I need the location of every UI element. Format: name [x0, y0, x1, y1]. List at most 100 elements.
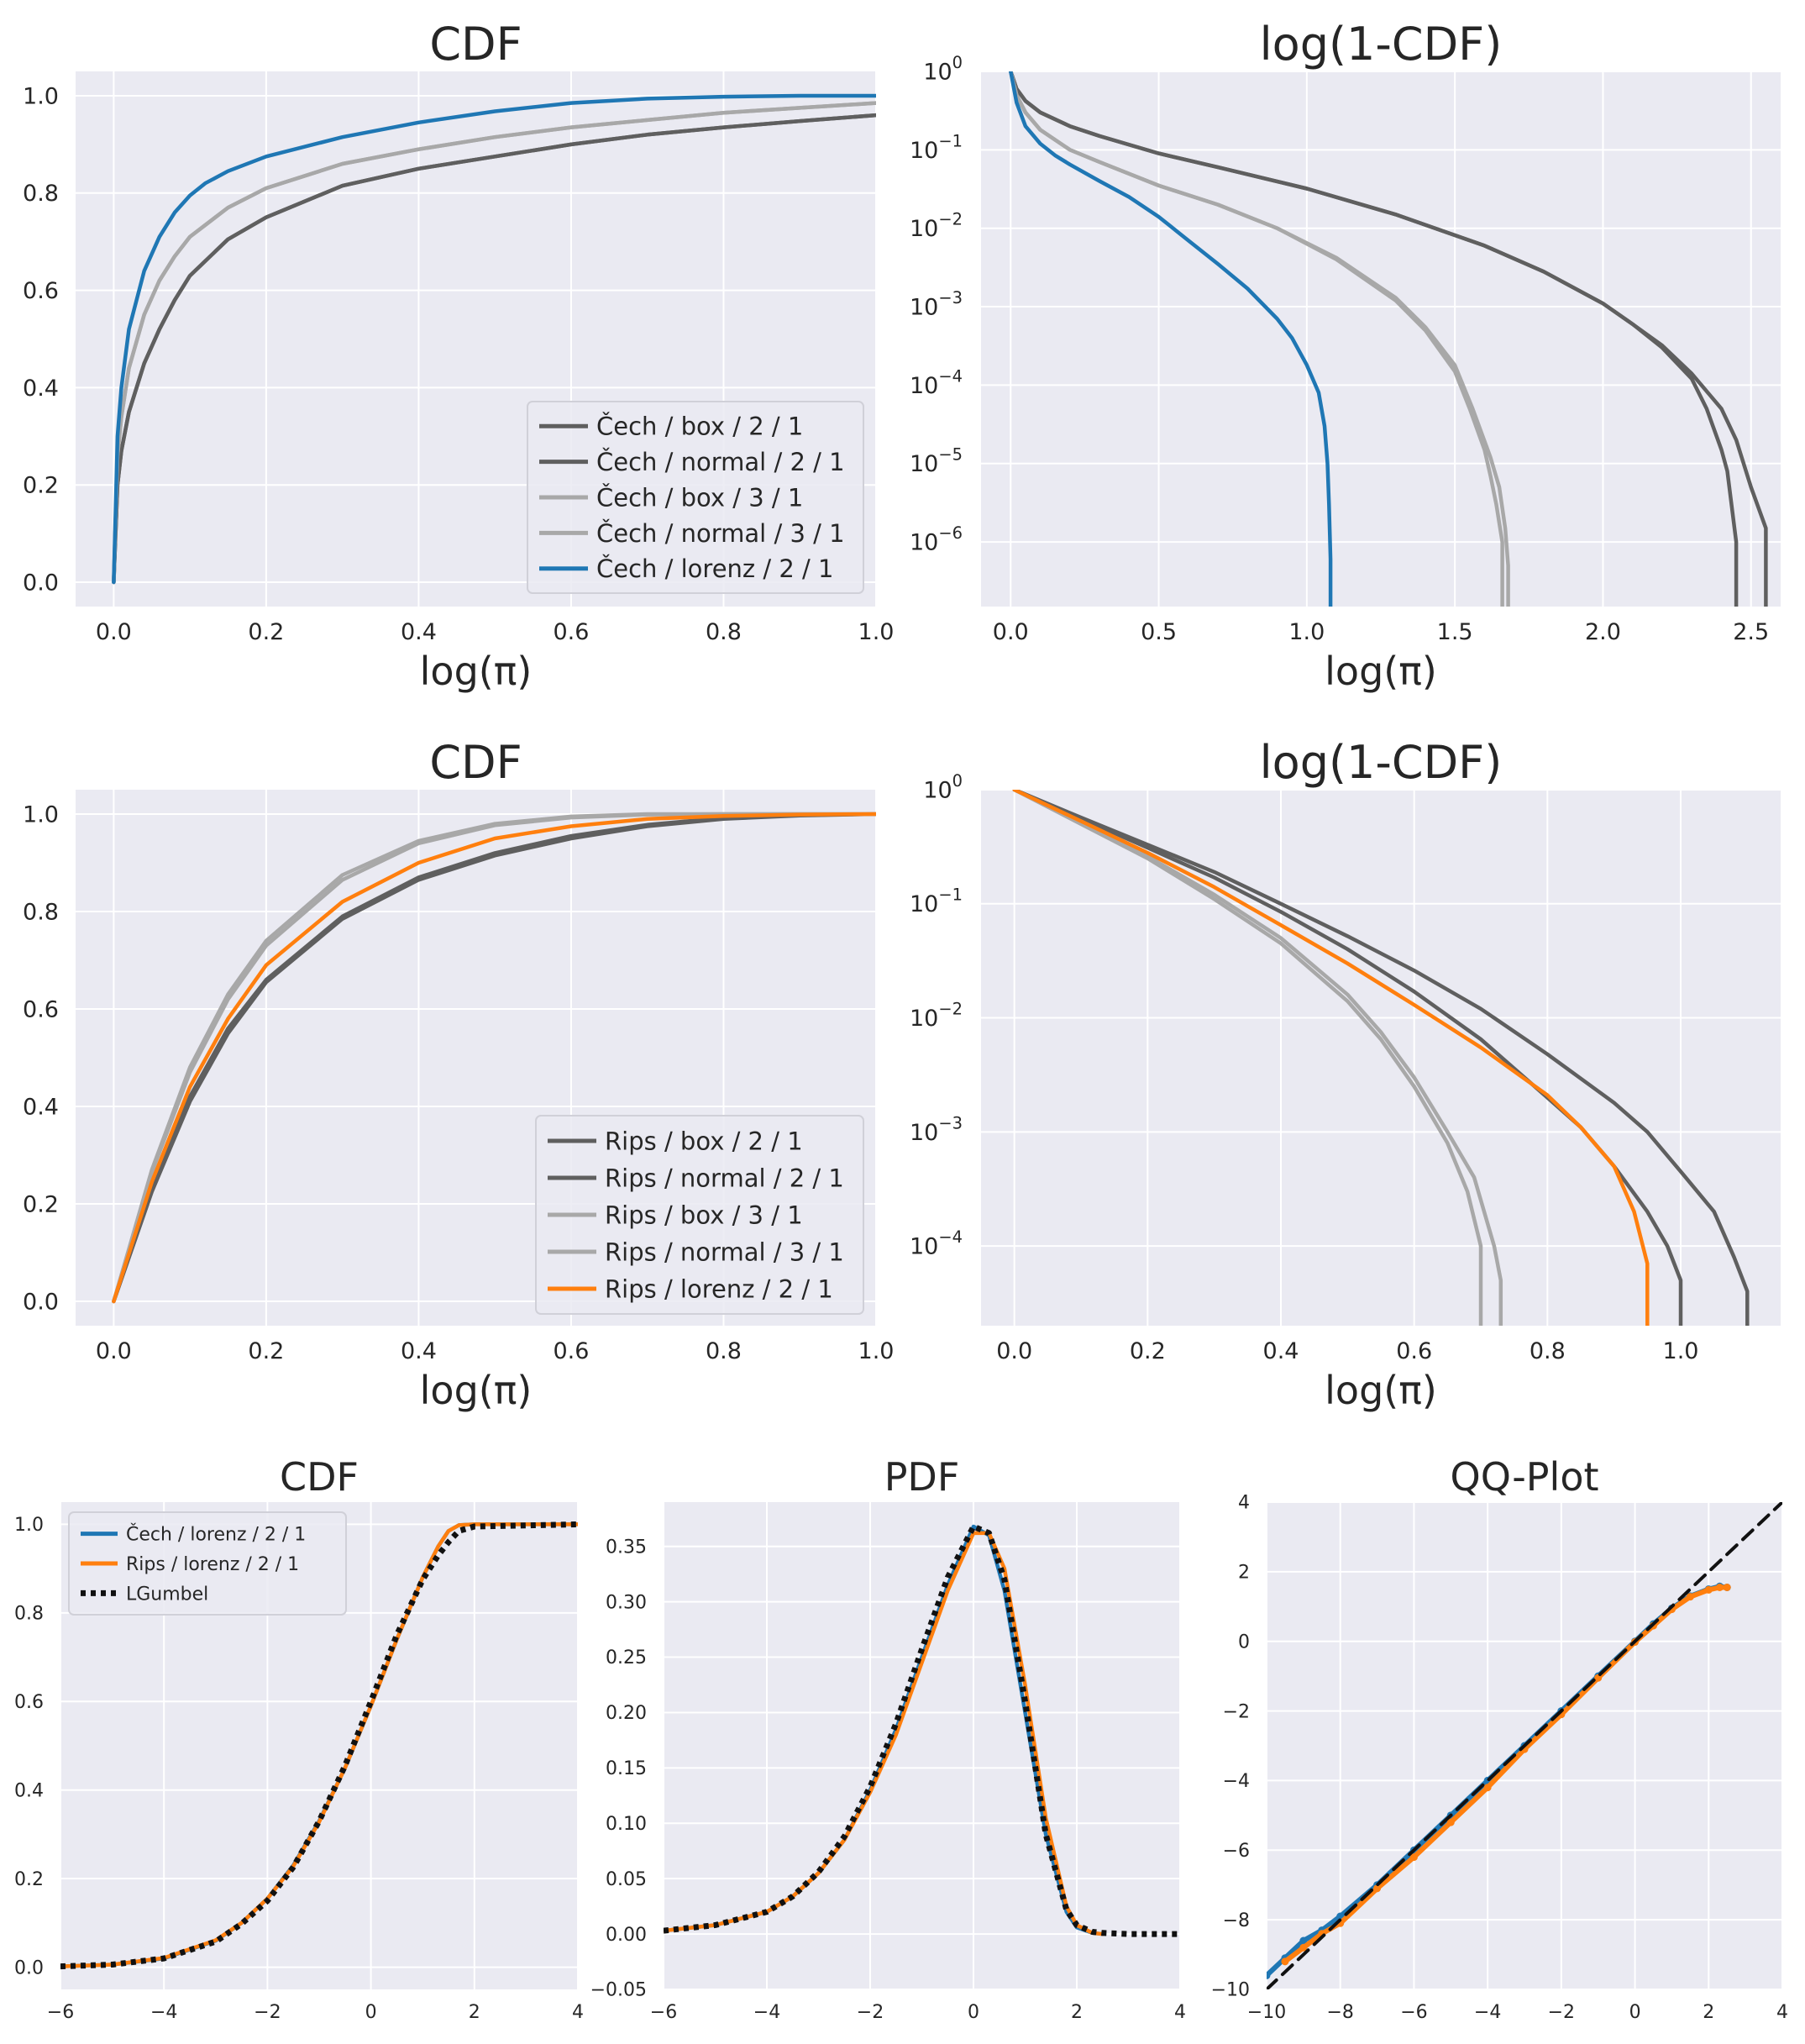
x-tick-label: 0.2 — [1130, 1338, 1166, 1364]
x-tick-label: 0.0 — [96, 619, 132, 645]
x-tick-label: 4 — [1776, 2002, 1788, 2023]
legend-label: Čech / box / 2 / 1 — [596, 412, 803, 441]
plot-area — [981, 790, 1781, 1326]
x-tick-label: −2 — [857, 2002, 884, 2023]
y-tick-label: −2 — [1223, 1701, 1250, 1722]
x-tick-label: 4 — [572, 2002, 584, 2023]
plot-area — [664, 1502, 1180, 1989]
series-layer — [1012, 790, 1750, 1326]
x-tick-label: 0.5 — [1141, 619, 1177, 645]
y-tick-label: 0.0 — [23, 1289, 59, 1315]
y-tick-label: 0.35 — [606, 1537, 647, 1558]
panel-cech-log-survival: 0.0 0.5 1.0 1.5 2.0 2.5 100 10−1 10−2 10−3 10−4 10−… — [910, 18, 1781, 694]
legend-label: Rips / box / 3 / 1 — [605, 1201, 803, 1229]
y-tick-label: 4 — [1238, 1493, 1250, 1514]
chart-title: log(1-CDF) — [1260, 736, 1503, 789]
legend: Čech / lorenz / 2 / 1 Rips / lorenz / 2 /… — [68, 1511, 347, 1616]
series-line-2 — [1009, 71, 1768, 607]
x-tick-label: 0.6 — [1396, 1338, 1432, 1364]
x-tick-label: −10 — [1247, 2002, 1286, 2023]
panel-rips-log-survival: 0.0 0.2 0.4 0.6 0.8 1.0 100 10−1 10−2 10−3 10−4 log… — [910, 736, 1781, 1413]
x-tick-label: −6 — [1400, 2002, 1427, 2023]
x-tick-label: 0.8 — [1530, 1338, 1566, 1364]
x-tick-label: −8 — [1326, 2002, 1353, 2023]
panel-qq-plot: −10 −8 −6 −4 −2 0 2 4 −10 −8 −6 −4 −2 0 2 4 QQ-Plot — [1211, 1454, 1788, 2023]
y-tick-label: 0.05 — [606, 1869, 647, 1890]
y-tick-label: 100 — [923, 771, 963, 804]
x-tick-label: 0.6 — [553, 619, 589, 645]
legend-label: LGumbel — [126, 1584, 208, 1605]
series-line-5 — [1012, 790, 1650, 1326]
series-line-2 — [112, 113, 876, 585]
y-tick-label: −8 — [1223, 1910, 1250, 1931]
x-tick-label: 2.5 — [1733, 619, 1769, 645]
legend-label: Čech / box / 3 / 1 — [596, 483, 803, 512]
chart-title: CDF — [429, 18, 522, 71]
series-layer — [112, 93, 876, 585]
series-line-2 — [1012, 790, 1750, 1326]
series-line-5 — [112, 93, 876, 585]
legend-label: Rips / normal / 3 / 1 — [605, 1237, 844, 1266]
series-line-4 — [112, 101, 876, 585]
y-tick-label: 10−1 — [910, 885, 963, 918]
y-tick-label: 0.20 — [606, 1703, 647, 1724]
chart-title: QQ-Plot — [1451, 1454, 1599, 1500]
legend-label: Rips / lorenz / 2 / 1 — [605, 1274, 833, 1303]
y-tick-label: 0.4 — [23, 376, 59, 402]
y-tick-label: 0.4 — [23, 1094, 59, 1120]
panel-rips-cdf: 0.0 0.2 0.4 0.6 0.8 1.0 0.0 0.2 0.4 0.6 0.8 1.0 CDF l… — [23, 736, 894, 1413]
chart-title: CDF — [429, 736, 522, 789]
x-tick-label: 2.0 — [1585, 619, 1621, 645]
legend-frame — [68, 1511, 347, 1616]
y-tick-label: 0.0 — [23, 570, 59, 596]
y-tick-label: 100 — [923, 53, 963, 86]
series-line-2 — [112, 812, 876, 1304]
x-tick-label: 0.0 — [993, 619, 1029, 645]
x-tick-label: −2 — [1548, 2002, 1575, 2023]
y-tick-label: 1.0 — [14, 1515, 44, 1536]
y-tick-label: 10−4 — [910, 1227, 963, 1260]
series-line-5 — [112, 812, 876, 1304]
legend: Rips / box / 2 / 1 Rips / normal / 2 / 1 R… — [535, 1115, 864, 1315]
series-line-4 — [1009, 71, 1510, 607]
legend-label: Čech / lorenz / 2 / 1 — [596, 554, 833, 583]
y-tick-label: −6 — [1223, 1841, 1250, 1862]
legend-frame — [527, 401, 864, 594]
x-tick-label: −2 — [254, 2002, 281, 2023]
y-tick-label: −0.05 — [590, 1980, 647, 2001]
y-tick-label: 0.6 — [23, 996, 59, 1022]
x-axis-label: log(π) — [1325, 649, 1437, 694]
series-line-3 — [1267, 1502, 1782, 1989]
y-tick-label: 0.15 — [606, 1758, 647, 1779]
y-tick-label: 0 — [1238, 1632, 1250, 1653]
legend-label: Čech / normal / 2 / 1 — [596, 448, 845, 476]
y-tick-label: 0.10 — [606, 1814, 647, 1835]
legend: Čech / box / 2 / 1 Čech / normal / 2 / 1 Č… — [527, 401, 864, 594]
x-tick-label: 1.0 — [1288, 619, 1325, 645]
y-tick-label: 0.4 — [14, 1780, 44, 1801]
x-axis-label: log(π) — [420, 1368, 533, 1413]
y-tick-label: 10−3 — [910, 288, 963, 321]
chart-title: log(1-CDF) — [1260, 18, 1503, 71]
y-tick-label: 10−4 — [910, 366, 963, 399]
x-tick-label: −6 — [47, 2002, 74, 2023]
panel-fit-pdf: −6 −4 −2 0 2 4 −0.05 0.00 0.05 0.10 0.15 0.20 0.25 0.… — [590, 1454, 1186, 2023]
y-tick-label: −10 — [1211, 1980, 1250, 2001]
panel-fit-cdf: −6 −4 −2 0 2 4 0.0 0.2 0.4 0.6 0.8 1.0 CDF Čech / lor… — [14, 1454, 584, 2023]
x-tick-label: 0 — [968, 2002, 979, 2023]
series-layer — [664, 1523, 1180, 1937]
legend-label: Čech / normal / 3 / 1 — [596, 519, 845, 548]
y-tick-label: 10−6 — [910, 523, 963, 556]
y-tick-label: 0.30 — [606, 1592, 647, 1613]
series-layer — [1267, 1502, 1782, 1989]
legend-label: Rips / box / 2 / 1 — [605, 1127, 803, 1155]
x-tick-label: −4 — [1474, 2002, 1501, 2023]
x-tick-label: 0.2 — [248, 619, 284, 645]
legend-label: Rips / normal / 2 / 1 — [605, 1164, 844, 1192]
x-tick-label: 0.4 — [401, 1338, 437, 1364]
y-tick-label: 10−5 — [910, 445, 963, 478]
x-tick-label: 2 — [1071, 2002, 1083, 2023]
y-tick-label: 0.25 — [606, 1647, 647, 1668]
legend-label: Čech / lorenz / 2 / 1 — [126, 1524, 306, 1546]
